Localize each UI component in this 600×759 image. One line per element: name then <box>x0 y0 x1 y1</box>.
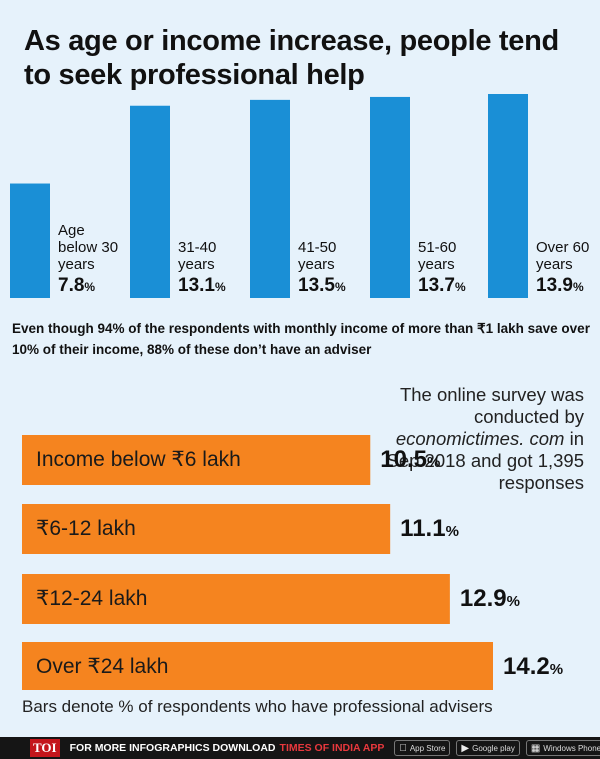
age-category-label: 41-50 years <box>298 239 337 273</box>
income-value-label-0: 10.5% <box>380 446 441 473</box>
play-icon: ▶ <box>453 742 469 754</box>
age-bar-label-0: Age below 30 years 7.8% <box>58 222 128 298</box>
age-bar-4 <box>488 94 528 298</box>
toi-logo: TOI <box>30 739 60 757</box>
income-value-label-2: 12.9% <box>459 585 520 612</box>
footer-app-name: TIMES OF INDIA APP <box>279 742 385 754</box>
chart-footnote: Bars denote % of respondents who have pr… <box>22 697 493 716</box>
income-category-label-3: Over ₹24 lakh <box>36 655 169 678</box>
google-play-badge[interactable]: ▶ Google play <box>453 740 520 756</box>
income-category-label-2: ₹12-24 lakh <box>36 587 148 610</box>
income-bar-3 <box>22 642 493 690</box>
age-bar-label-3: 51-60 years 13.7% <box>418 239 493 298</box>
income-bar-0 <box>22 435 371 485</box>
age-bar-3 <box>370 96 410 299</box>
age-category-label: Over 60 years <box>536 239 590 273</box>
age-bar-1 <box>130 105 170 299</box>
income-bar-chart <box>22 435 493 690</box>
survey-site: economictimes. com <box>395 428 565 449</box>
age-bar-chart <box>10 94 528 299</box>
income-bar-1 <box>22 504 391 554</box>
survey-line-1: The online survey was conducted by <box>399 384 584 427</box>
age-bar-0 <box>10 183 50 298</box>
age-category-label: 51-60 years <box>418 239 457 273</box>
age-category-label: 31-40 years <box>178 239 217 273</box>
app-store-badge[interactable]: App Store <box>394 740 451 756</box>
windows-phone-badge[interactable]: ▦ Windows Phone <box>523 740 600 756</box>
age-value-label: 13.7% <box>418 275 466 296</box>
survey-note: The online survey was conducted by econo… <box>364 384 584 494</box>
age-bar-label-1: 31-40 years 13.1% <box>178 239 253 298</box>
chart-title: As age or income increase, people tend t… <box>24 25 559 91</box>
age-category-label: Age below 30 years <box>58 222 119 273</box>
age-value-label: 13.9% <box>536 275 584 296</box>
windows-icon: ▦ <box>523 742 540 754</box>
income-value-label-1: 11.1% <box>400 515 459 542</box>
income-category-label-1: ₹6-12 lakh <box>36 517 136 540</box>
footer-bar: TOI FOR MORE INFOGRAPHICS DOWNLOAD TIMES… <box>0 737 600 759</box>
survey-line-2: in Sep 2018 and got 1,395 responses <box>386 428 584 493</box>
apple-icon:  <box>399 743 407 754</box>
age-value-label: 13.5% <box>298 275 346 296</box>
age-bar-label-4: Over 60 years 13.9% <box>536 239 600 298</box>
income-bar-2 <box>22 574 450 624</box>
age-bar-2 <box>250 99 290 298</box>
footer-text: FOR MORE INFOGRAPHICS DOWNLOAD <box>69 742 276 754</box>
age-value-label: 13.1% <box>178 275 226 296</box>
age-value-label: 7.8% <box>58 275 96 296</box>
income-savings-note: Even though 94% of the respondents with … <box>12 321 590 357</box>
age-bar-label-2: 41-50 years 13.5% <box>298 239 373 298</box>
income-value-label-3: 14.2% <box>503 653 564 680</box>
income-category-label-0: Income below ₹6 lakh <box>36 448 241 471</box>
